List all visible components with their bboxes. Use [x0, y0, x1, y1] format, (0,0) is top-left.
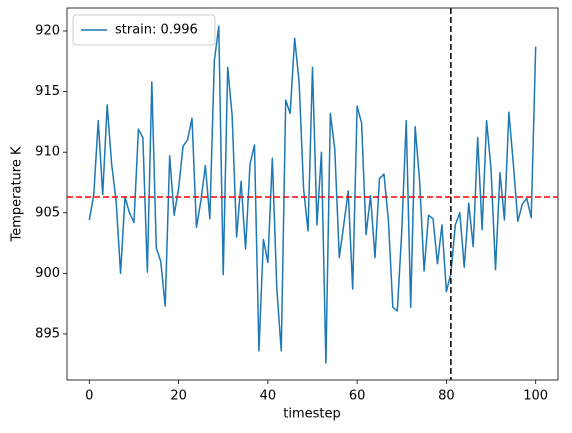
- x-tick-label: 60: [349, 389, 366, 404]
- y-tick-label: 895: [35, 326, 60, 341]
- y-tick-label: 910: [35, 145, 60, 160]
- legend-label: strain: 0.996: [115, 23, 198, 38]
- y-tick-label: 900: [35, 266, 60, 281]
- y-axis-label: Temperature K: [10, 146, 25, 242]
- x-tick-label: 0: [85, 389, 93, 404]
- x-tick-label: 20: [170, 389, 187, 404]
- x-tick-label: 80: [438, 389, 455, 404]
- plot-frame: [66, 7, 559, 381]
- y-tick-label: 920: [35, 24, 60, 39]
- x-tick-label: 100: [523, 389, 548, 404]
- y-tick-label: 905: [35, 205, 60, 220]
- legend-box: [72, 14, 216, 46]
- y-tick-label: 915: [35, 84, 60, 99]
- x-tick-label: 40: [260, 389, 277, 404]
- x-axis-label: timestep: [283, 407, 341, 422]
- data-line: [88, 25, 537, 364]
